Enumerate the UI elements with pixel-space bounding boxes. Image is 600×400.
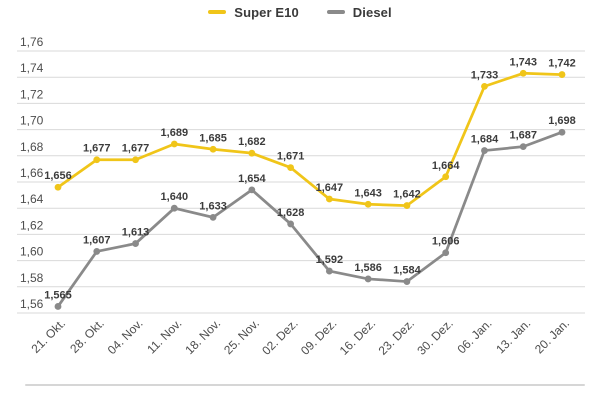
data-point-super-e10 xyxy=(54,183,62,191)
data-point-diesel xyxy=(325,267,333,275)
data-point-diesel xyxy=(132,240,139,247)
series-line-diesel xyxy=(56,130,564,308)
data-point-super-e10 xyxy=(93,156,101,164)
y-axis-label: 1,62 xyxy=(20,218,44,232)
data-label-super-e10: 1,647 xyxy=(316,182,344,194)
y-axis-label: 1,64 xyxy=(20,192,44,206)
data-label-diesel: 1,687 xyxy=(509,130,537,142)
y-axis-label: 1,60 xyxy=(20,245,44,259)
data-label-diesel: 1,628 xyxy=(277,207,305,219)
x-axis-label: 11. Nov. xyxy=(144,316,184,356)
x-axis-label: 25. Nov. xyxy=(221,316,262,357)
data-point-super-e10 xyxy=(209,145,217,153)
data-point-diesel xyxy=(287,220,295,228)
data-label-super-e10: 1,643 xyxy=(354,187,382,199)
data-point-super-e10 xyxy=(248,149,256,157)
data-point-super-e10 xyxy=(325,195,333,203)
legend-line-super-e10-icon xyxy=(208,10,227,14)
data-point-diesel xyxy=(403,278,411,285)
data-point-super-e10 xyxy=(170,140,178,148)
data-point-super-e10 xyxy=(403,202,411,209)
data-label-super-e10: 1,689 xyxy=(161,127,189,139)
data-label-super-e10: 1,682 xyxy=(238,136,266,148)
data-label-super-e10: 1,742 xyxy=(548,58,576,70)
data-label-diesel: 1,613 xyxy=(122,227,150,239)
data-label-diesel: 1,592 xyxy=(316,254,344,266)
data-label-super-e10: 1,733 xyxy=(471,69,499,81)
x-axis-label: 21. Okt. xyxy=(29,316,69,356)
x-axis-label: 30. Dez. xyxy=(414,316,456,358)
data-point-diesel xyxy=(54,303,62,310)
data-point-super-e10 xyxy=(481,82,488,90)
y-axis-label: 1,70 xyxy=(20,114,44,128)
data-label-diesel: 1,607 xyxy=(83,234,111,246)
y-axis-label: 1,58 xyxy=(20,271,44,285)
data-point-diesel xyxy=(248,186,256,194)
chart-legend: Super E10 Diesel xyxy=(0,2,600,22)
data-point-super-e10 xyxy=(287,164,295,171)
data-label-diesel: 1,565 xyxy=(44,289,72,301)
y-axis-label: 1,76 xyxy=(20,35,44,49)
legend-label-super-e10: Super E10 xyxy=(234,4,299,20)
data-point-diesel xyxy=(170,204,178,212)
x-axis-label: 04. Nov. xyxy=(105,316,146,357)
data-label-super-e10: 1,743 xyxy=(509,56,537,68)
bottom-divider xyxy=(25,384,585,386)
y-axis-label: 1,56 xyxy=(20,297,44,311)
legend-label-diesel: Diesel xyxy=(352,4,392,20)
data-label-diesel: 1,698 xyxy=(548,115,576,127)
x-axis-label: 20. Jan. xyxy=(532,316,572,356)
x-axis-label: 13. Jan. xyxy=(493,316,533,356)
data-label-super-e10: 1,642 xyxy=(393,189,421,201)
x-axis-label: 02. Dez. xyxy=(259,316,301,358)
legend-item-diesel: Diesel xyxy=(326,4,392,20)
data-point-super-e10 xyxy=(364,200,372,208)
data-point-diesel xyxy=(364,275,372,283)
data-label-diesel: 1,654 xyxy=(238,173,266,185)
x-axis-label: 06. Jan. xyxy=(454,316,494,356)
data-point-diesel xyxy=(558,128,566,136)
data-point-super-e10 xyxy=(519,69,527,77)
series-line-super-e10 xyxy=(56,71,564,207)
x-axis-label: 18. Nov. xyxy=(182,316,223,357)
data-point-diesel xyxy=(209,213,217,221)
data-label-diesel: 1,606 xyxy=(432,236,460,248)
data-label-diesel: 1,584 xyxy=(393,265,421,277)
y-axis-label: 1,68 xyxy=(20,140,44,154)
legend-item-super-e10: Super E10 xyxy=(208,5,299,20)
data-point-diesel xyxy=(93,248,101,255)
data-label-super-e10: 1,677 xyxy=(83,143,111,155)
data-label-super-e10: 1,685 xyxy=(199,132,227,144)
y-axis-label: 1,72 xyxy=(20,87,44,101)
x-axis-label: 23. Dez. xyxy=(376,316,418,358)
data-point-diesel xyxy=(519,143,527,151)
x-axis-label: 28. Okt. xyxy=(67,316,107,356)
data-label-diesel: 1,586 xyxy=(354,262,382,274)
data-label-diesel: 1,640 xyxy=(161,191,189,203)
data-label-super-e10: 1,677 xyxy=(122,143,150,155)
data-label-super-e10: 1,656 xyxy=(44,170,72,182)
y-axis-label: 1,66 xyxy=(20,166,44,180)
y-axis-label: 1,74 xyxy=(20,61,44,75)
x-axis-label: 09. Dez. xyxy=(298,316,340,358)
data-point-diesel xyxy=(442,249,450,257)
legend-line-diesel-icon xyxy=(326,10,345,14)
data-label-super-e10: 1,671 xyxy=(277,151,305,163)
data-point-diesel xyxy=(481,147,488,154)
data-point-super-e10 xyxy=(132,156,139,164)
data-point-super-e10 xyxy=(558,71,566,78)
data-label-super-e10: 1,664 xyxy=(432,160,460,172)
data-label-diesel: 1,684 xyxy=(471,134,499,146)
data-label-diesel: 1,633 xyxy=(199,200,227,212)
data-point-super-e10 xyxy=(442,173,450,181)
x-axis-label: 16. Dez. xyxy=(337,316,379,358)
